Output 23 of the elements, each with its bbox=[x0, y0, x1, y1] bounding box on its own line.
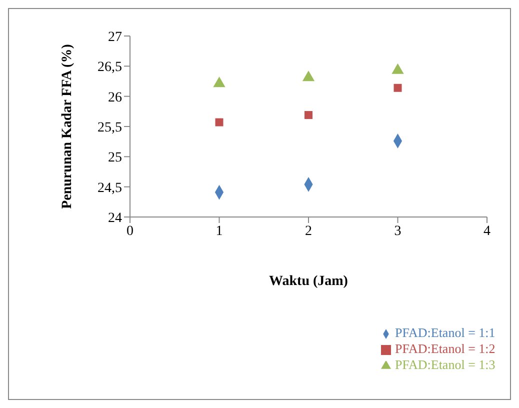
y-tick-label: 24,5 bbox=[98, 180, 122, 196]
legend-label: PFAD:Etanol = 1:3 bbox=[395, 357, 496, 372]
point bbox=[215, 118, 224, 126]
y-tick-label: 25 bbox=[108, 150, 122, 166]
x-tick-label: 0 bbox=[126, 224, 134, 239]
y-axis-title: Penurunan Kadar FFA (%) bbox=[60, 44, 75, 209]
y-tick-label: 24 bbox=[108, 210, 122, 226]
point bbox=[392, 63, 404, 74]
y-tick-label: 26,5 bbox=[98, 60, 122, 76]
x-tick-label: 2 bbox=[305, 224, 312, 239]
y-tick-label: 25,5 bbox=[98, 120, 122, 136]
point bbox=[304, 111, 312, 120]
point bbox=[213, 76, 226, 88]
legend-label: PFAD:Etanol = 1:1 bbox=[395, 325, 496, 340]
point bbox=[394, 84, 402, 92]
y-tick-label: 26 bbox=[108, 90, 122, 106]
x-tick-label: 3 bbox=[394, 224, 402, 239]
y-tick-label: 27 bbox=[108, 30, 122, 45]
legend-label: PFAD:Etanol = 1:2 bbox=[395, 341, 496, 356]
x-axis-title: Waktu (Jam) bbox=[269, 274, 348, 289]
point bbox=[302, 70, 315, 82]
x-tick-label: 4 bbox=[484, 224, 490, 239]
x-tick-label: 1 bbox=[216, 224, 223, 239]
